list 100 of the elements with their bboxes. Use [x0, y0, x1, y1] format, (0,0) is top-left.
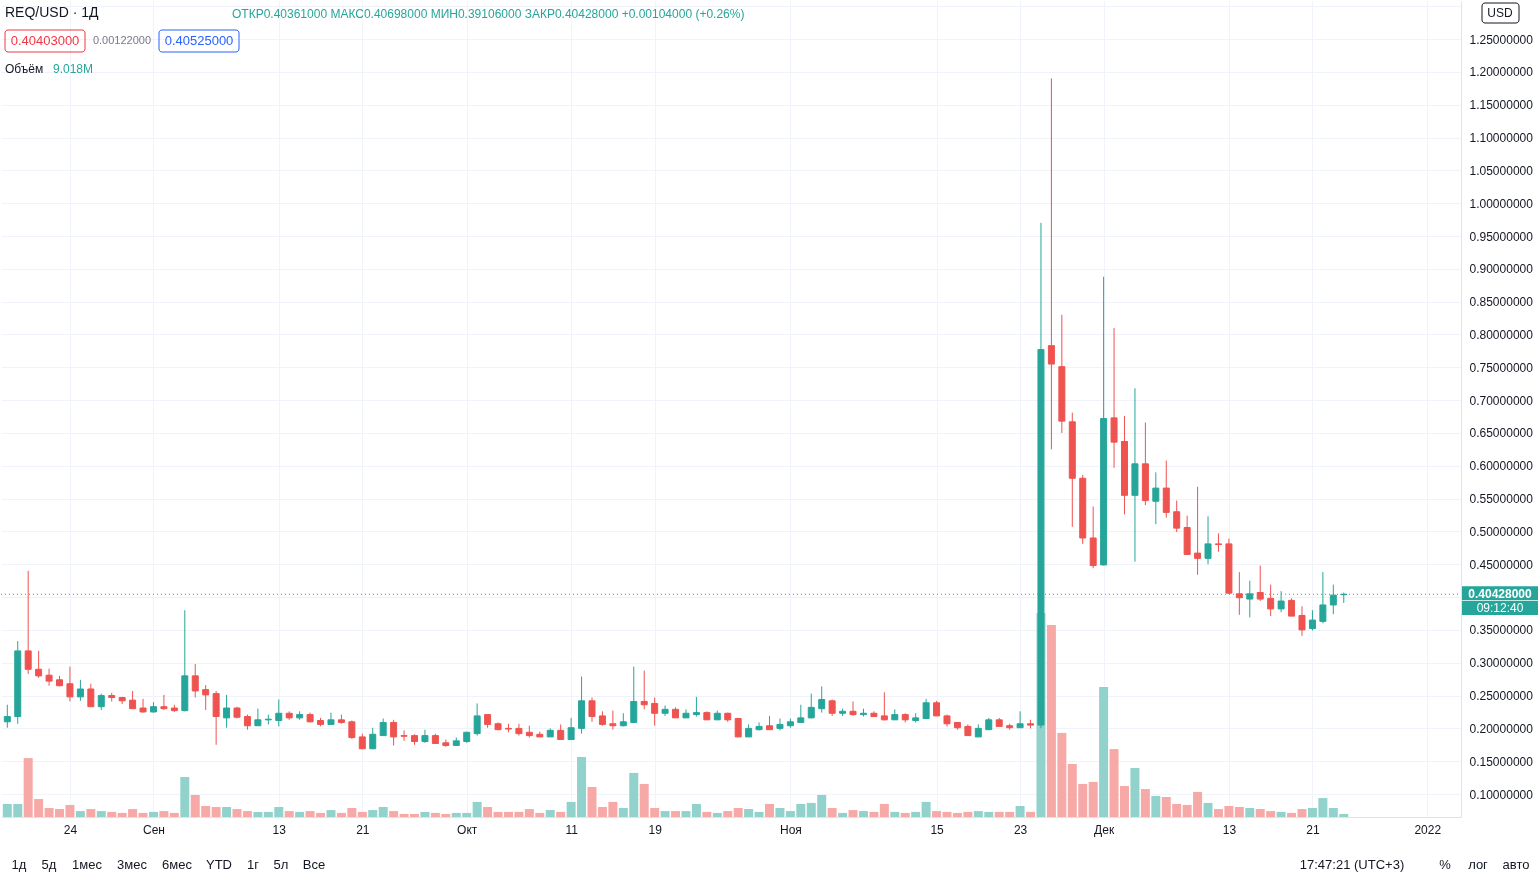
bar — [472, 801, 482, 817]
candlestick — [473, 702, 481, 737]
bar — [712, 812, 722, 817]
bar — [545, 810, 555, 817]
bar — [838, 812, 848, 817]
y-tick-label: 0.10000000 — [1469, 787, 1534, 802]
bar — [723, 811, 733, 817]
bar — [681, 811, 691, 817]
bar — [733, 808, 743, 817]
x-tick-label: 11 — [565, 822, 579, 837]
ref-line-label: 0.40428000 — [1468, 587, 1533, 602]
x-tick-label: 15 — [930, 822, 945, 837]
bar — [1276, 811, 1286, 817]
candlestick — [76, 679, 84, 702]
text: 3мес — [117, 857, 148, 872]
candlestick — [515, 723, 523, 737]
bar — [848, 810, 858, 817]
candlestick — [212, 690, 220, 746]
candlestick — [567, 717, 575, 741]
bar — [765, 803, 774, 817]
candlestick — [400, 729, 408, 742]
bar — [1140, 789, 1150, 817]
bar — [660, 811, 670, 817]
bar — [879, 803, 889, 817]
bar — [890, 811, 900, 817]
bar — [357, 811, 367, 817]
candlestick — [609, 710, 617, 731]
text: USD — [1487, 6, 1513, 20]
bar — [222, 807, 232, 817]
candlestick — [1235, 571, 1243, 616]
x-tick-label: 23 — [1013, 822, 1028, 837]
chart-title: Объём — [5, 62, 44, 76]
text: авто — [1502, 857, 1530, 872]
bar — [900, 812, 910, 817]
candlestick — [849, 700, 857, 717]
candlestick — [1256, 565, 1264, 602]
y-tick-label: 0.90000000 — [1469, 262, 1534, 277]
candlestick — [327, 712, 335, 725]
bar — [754, 811, 764, 817]
bar — [775, 808, 785, 817]
y-tick-label: 0.50000000 — [1469, 524, 1534, 539]
bar — [1088, 781, 1098, 817]
candlestick — [421, 729, 429, 744]
candlestick — [87, 683, 95, 708]
candlestick — [692, 696, 700, 718]
bar — [1151, 795, 1161, 817]
text: 6мес — [162, 857, 193, 872]
y-tick-label: 1.05000000 — [1469, 163, 1534, 178]
candlestick — [1204, 515, 1212, 565]
bar — [691, 803, 701, 817]
candlestick — [1016, 710, 1024, 729]
bar — [1245, 808, 1255, 817]
bar — [169, 812, 179, 817]
bar — [75, 811, 85, 817]
candlestick — [1194, 486, 1202, 576]
candlestick — [3, 704, 11, 729]
candlestick — [1298, 605, 1306, 637]
candlestick — [139, 698, 147, 714]
bar — [483, 807, 493, 817]
bar — [159, 811, 169, 817]
candlestick — [1047, 77, 1055, 450]
y-tick-label: 0.25000000 — [1469, 689, 1534, 704]
candlestick — [922, 698, 930, 720]
candlestick — [1308, 609, 1316, 632]
annotation: 0.40525000 — [164, 33, 234, 48]
y-tick-label: 0.30000000 — [1469, 656, 1534, 671]
bar — [556, 811, 566, 817]
candlestick — [24, 570, 32, 675]
text: 17:47:21 (UTC+3) — [1299, 857, 1405, 872]
candlestick — [630, 666, 638, 723]
candlestick — [202, 684, 210, 711]
bar — [107, 811, 117, 817]
y-tick-label: 0.45000000 — [1469, 557, 1534, 572]
y-tick-label: 0.20000000 — [1469, 721, 1534, 736]
candlestick — [275, 698, 283, 727]
bar — [858, 811, 868, 817]
x-tick-label: 2022 — [1414, 822, 1442, 837]
y-tick-label: 1.10000000 — [1469, 131, 1534, 146]
candlestick — [254, 708, 262, 727]
text: 09:12:40 — [1476, 601, 1524, 615]
bar — [1015, 805, 1025, 817]
bar — [368, 810, 378, 817]
bar — [702, 811, 712, 817]
candlestick — [35, 650, 43, 679]
bar — [211, 807, 221, 817]
text: 5д — [41, 857, 57, 872]
bar — [96, 811, 106, 817]
candlestick — [66, 666, 74, 702]
y-tick-label: 0.80000000 — [1469, 327, 1534, 342]
x-tick-label: Окт — [457, 822, 478, 837]
candlestick — [1173, 500, 1181, 533]
bar — [326, 810, 336, 817]
candlestick — [776, 718, 784, 731]
y-tick-label: 1.25000000 — [1469, 32, 1534, 47]
candlestick — [755, 721, 763, 731]
candlestick — [348, 720, 356, 740]
candlestick — [661, 704, 669, 717]
candlestick — [223, 694, 231, 729]
bar — [671, 811, 681, 817]
bar — [827, 808, 837, 817]
